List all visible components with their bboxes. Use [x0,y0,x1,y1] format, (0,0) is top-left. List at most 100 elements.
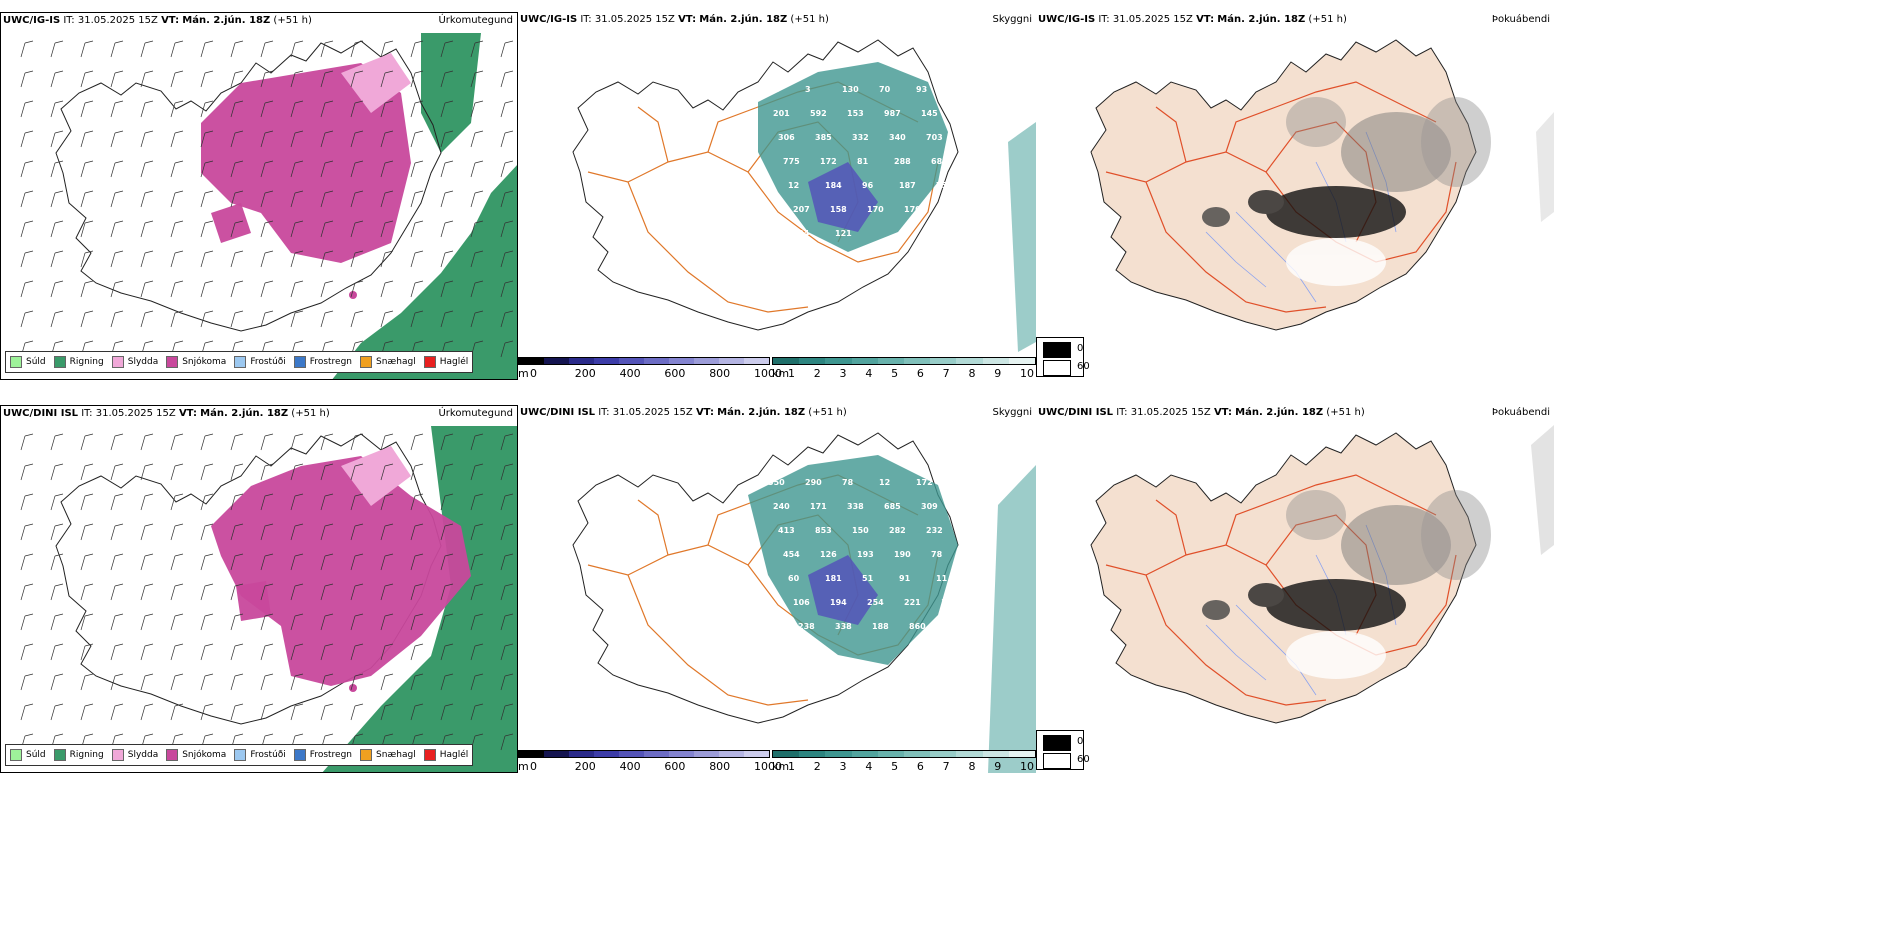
vt-value: Mán. 2.jún. 18Z [1217,14,1306,25]
model-name: UWC/IG-IS [520,14,578,25]
wind-barb [320,703,334,721]
wind-barb-staff [440,132,446,148]
fog-dense-area [1266,579,1406,631]
wind-barb [290,493,304,511]
wind-barb-flag [174,100,184,104]
wind-barb [20,643,34,661]
iceland-coastline [55,40,442,332]
wind-barb-staff [380,555,386,571]
cloud-base-label: 60 [788,574,800,583]
snow-area [236,581,271,621]
colorbar-tick: 1 [788,367,795,380]
wind-barb-staff [200,132,206,148]
wind-barb-flag [84,100,94,104]
wind-barb-staff [290,102,296,118]
wind-barb [260,130,274,148]
wind-barb-staff [320,282,326,298]
colorbar-segment [644,751,669,757]
wind-barb-flag [294,583,304,587]
wind-barb [110,40,124,58]
wind-barb-staff [290,705,296,721]
snow-area [349,291,357,299]
colorbar-segment [669,751,694,757]
wind-barb-staff [230,222,236,238]
wind-barb-staff [230,675,236,691]
wind-barb [290,583,304,601]
wind-barb-staff [410,132,416,148]
wind-barb-staff [110,192,116,208]
wind-barb-flag [264,310,274,314]
wind-barb-staff [290,132,296,148]
fog-legend-swatch [1043,735,1071,751]
wind-barb [350,643,364,661]
wind-barb-flag [444,733,454,737]
wind-barb-flag [354,613,364,617]
wind-barb-staff [170,42,176,58]
cloud-base-label: 703 [926,133,943,142]
wind-barb-staff [350,312,356,328]
wind-barb-staff [80,222,86,238]
wind-barb-flag [384,433,394,437]
vt-label: VT: [695,407,714,418]
colorbar-tick: 2 [813,367,821,380]
panel-title: Úrkomutegund [438,408,513,419]
cloud-base-label: 860 [909,622,926,631]
panel-header: UWC/IG-IS IT: 31.05.2025 15Z VT: Mán. 2.… [1038,14,1347,25]
colorbar-segment [619,751,644,757]
wind-barb [170,493,184,511]
cloud-base-label: 93 [916,85,927,94]
wind-barb-flag [204,433,214,437]
wind-barb-flag [84,463,94,467]
wind-barb-staff [80,615,86,631]
wind-barb-staff [170,312,176,328]
wind-barb-flag [504,733,514,737]
road-line [1145,574,1327,706]
wind-barb-staff [470,192,476,208]
fog-legend: 0 60 [1036,730,1090,770]
road-line [1145,181,1327,313]
lead-time: (+51 h) [790,14,829,25]
wind-barb-staff [170,162,176,178]
vt-label: VT: [678,14,697,25]
wind-barb-staff [230,465,236,481]
wind-barb-flag [414,523,424,527]
cloud-base-label: 685 [931,157,948,166]
wind-barb-staff [230,312,236,328]
wind-barb-flag [84,340,94,344]
wind-barb-staff [380,615,386,631]
visibility-map: 32 3 130 70 93 201 592 153 987 145 306 385 332 340 703… [572,39,1036,352]
wind-barb [50,100,64,118]
wind-barb [440,100,454,118]
wind-barb-flag [444,100,454,104]
wind-barb [50,280,64,298]
wind-barb-staff [230,495,236,511]
wind-barb [230,703,244,721]
wind-barb [20,523,34,541]
rain-area [332,33,517,379]
wind-barb [350,280,364,298]
wind-barb-flag [204,463,214,467]
wind-barb-staff [350,615,356,631]
wind-barb-staff [410,465,416,481]
wind-barb-staff [380,465,386,481]
wind-barb [320,553,334,571]
wind-barb [200,40,214,58]
wind-barb-flag [174,583,184,587]
wind-barb [350,463,364,481]
colorbar-tick: 5 [891,760,899,773]
wind-barb-flag [144,463,154,467]
wind-barb-staff [410,435,416,451]
wind-barb [80,703,94,721]
fog-shading [1202,97,1491,286]
wind-barb-staff [350,192,356,208]
wind-barb [470,613,484,631]
fog-legend-label: 0 [1077,736,1084,747]
legend-swatch [293,356,306,368]
wind-barb-staff [230,42,236,58]
wind-barb [260,220,274,238]
wind-barb [50,613,64,631]
fog-moderate-area [1286,97,1346,147]
wind-barb-staff [140,162,146,178]
wind-barb-staff [110,435,116,451]
wind-barb [440,280,454,298]
